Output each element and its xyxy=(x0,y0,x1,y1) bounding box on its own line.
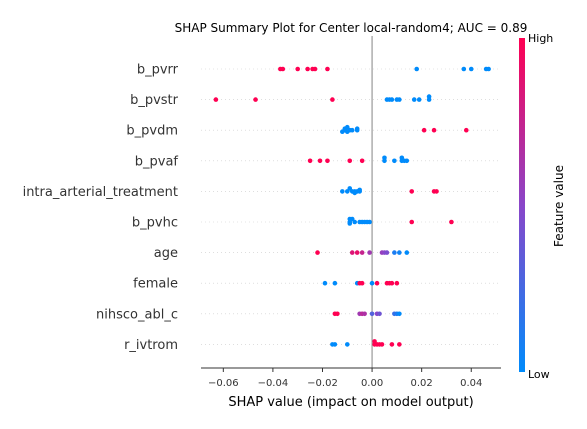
feature-label: age xyxy=(154,246,178,261)
colorbar-low-label: Low xyxy=(528,368,550,381)
shap-point xyxy=(312,66,318,72)
shap-point xyxy=(369,311,375,317)
shap-point xyxy=(367,250,372,255)
feature-label: b_pvhc xyxy=(132,216,178,231)
shap-point xyxy=(397,311,402,317)
shap-point xyxy=(335,311,340,317)
shap-point xyxy=(409,189,415,194)
shap-point xyxy=(374,280,380,286)
shap-point xyxy=(382,155,387,161)
x-tick-label: 0.00 xyxy=(361,378,383,389)
shap-point xyxy=(349,127,355,133)
shap-point xyxy=(449,219,454,225)
feature-labels: b_pvrr b_pvstr b_pvdm b_pvaf intra_arterial_… xyxy=(23,63,179,353)
colorbar-title: Feature value xyxy=(552,165,566,247)
shap-point xyxy=(379,342,385,347)
shap-point xyxy=(332,342,338,347)
colorbar-high-label: High xyxy=(528,32,553,45)
feature-label: b_pvdm xyxy=(126,124,178,139)
chart-title: SHAP Summary Plot for Center local-rando… xyxy=(175,21,528,35)
shap-point xyxy=(322,280,328,286)
shap-point xyxy=(431,127,437,133)
shap-point xyxy=(392,250,397,255)
shap-point xyxy=(359,158,365,164)
shap-point xyxy=(213,97,219,102)
shap-point xyxy=(325,66,330,72)
feature-label: b_pvrr xyxy=(137,63,179,78)
shap-point xyxy=(468,66,474,72)
x-axis-ticks: −0.06 −0.04 −0.02 0.00 0.02 0.04 xyxy=(208,368,482,389)
shap-point xyxy=(280,66,286,72)
shap-point xyxy=(377,311,382,317)
shap-point xyxy=(389,97,395,102)
shap-point xyxy=(332,280,338,286)
shap-point xyxy=(486,66,491,72)
shap-point xyxy=(352,190,358,196)
feature-label: nihsco_abl_c xyxy=(96,307,178,322)
shap-point xyxy=(402,158,407,164)
shap-point xyxy=(362,311,367,317)
shap-point xyxy=(347,186,353,191)
feature-label: b_pvstr xyxy=(130,93,179,108)
shap-point xyxy=(421,127,427,133)
shap-point xyxy=(317,158,323,164)
shap-points xyxy=(213,66,491,347)
shap-point xyxy=(359,280,365,286)
shap-point xyxy=(416,97,422,102)
x-tick-label: −0.02 xyxy=(307,378,338,389)
shap-point xyxy=(307,158,313,164)
shap-point xyxy=(409,219,415,225)
x-tick-label: 0.04 xyxy=(460,378,482,389)
shap-point xyxy=(354,126,360,131)
shap-point xyxy=(392,158,397,164)
shap-point xyxy=(394,280,400,286)
shap-point xyxy=(253,97,258,102)
feature-label: intra_arterial_treatment xyxy=(23,185,178,200)
shap-point xyxy=(404,250,410,255)
shap-point xyxy=(434,189,439,194)
feature-value-colorbar xyxy=(519,38,525,372)
shap-point xyxy=(359,250,365,255)
shap-point xyxy=(414,66,420,72)
shap-point xyxy=(347,158,353,164)
shap-point xyxy=(344,124,350,130)
shap-point xyxy=(305,66,310,72)
shap-point xyxy=(367,219,372,225)
shap-point xyxy=(389,280,395,286)
feature-gridlines xyxy=(201,68,501,345)
shap-point xyxy=(325,158,330,164)
shap-point xyxy=(397,97,402,102)
shap-point xyxy=(315,250,320,255)
shap-point xyxy=(463,127,469,133)
x-tick-label: 0.02 xyxy=(411,378,433,389)
shap-point xyxy=(389,342,395,347)
shap-point xyxy=(426,94,432,99)
shap-point xyxy=(461,66,467,72)
shap-point xyxy=(397,342,402,347)
shap-point xyxy=(344,342,350,347)
shap-point xyxy=(295,66,300,72)
shap-point xyxy=(330,97,335,102)
shap-point xyxy=(349,250,355,255)
shap-point xyxy=(411,97,417,102)
x-axis-label: SHAP value (impact on model output) xyxy=(228,395,473,410)
shap-point xyxy=(340,189,345,194)
feature-label: female xyxy=(133,277,178,292)
shap-point xyxy=(354,250,360,255)
shap-point xyxy=(352,219,358,225)
shap-point xyxy=(397,250,402,255)
shap-point xyxy=(357,187,362,193)
x-tick-label: −0.04 xyxy=(258,378,289,389)
shap-point xyxy=(347,221,353,226)
feature-label: b_pvaf xyxy=(135,154,179,169)
feature-label: r_ivtrom xyxy=(124,338,178,353)
x-tick-label: −0.06 xyxy=(208,378,239,389)
shap-point xyxy=(384,250,390,255)
shap-point xyxy=(369,280,375,286)
